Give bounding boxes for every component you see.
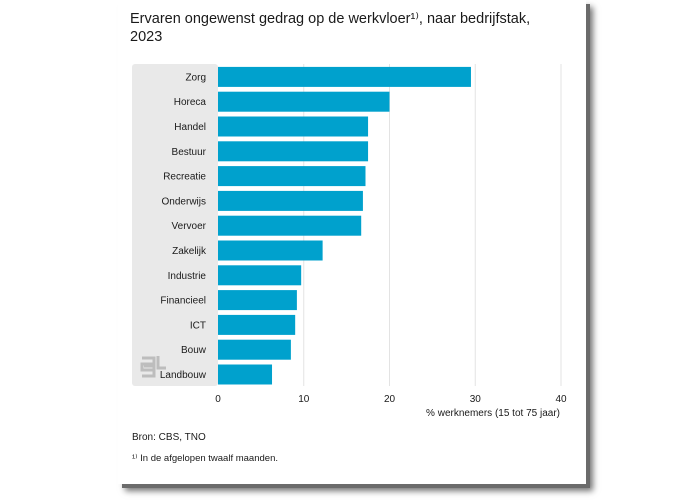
- category-label: Onderwijs: [162, 196, 206, 207]
- category-label: Bouw: [181, 345, 207, 356]
- category-label: Financieel: [160, 296, 206, 307]
- category-label: Vervoer: [172, 221, 207, 232]
- x-tick-label: 40: [555, 394, 567, 405]
- bar-handel: [218, 116, 369, 137]
- bar-ict: [218, 314, 296, 335]
- category-label: Recreatie: [163, 172, 206, 183]
- category-label: Horeca: [174, 97, 207, 108]
- bars: [218, 66, 471, 385]
- bar-zorg: [218, 66, 471, 87]
- chart-title: Ervaren ongewenst gedrag op de werkvloer…: [130, 11, 531, 45]
- bar-bouw: [218, 339, 291, 360]
- bar-bestuur: [218, 141, 369, 162]
- bar-zakelijk: [218, 240, 323, 261]
- bar-landbouw: [218, 364, 273, 385]
- x-tick-label: 0: [215, 394, 221, 405]
- bar-horeca: [218, 91, 390, 112]
- x-tick-label: 30: [470, 394, 482, 405]
- bar-industrie: [218, 265, 302, 286]
- chart-card: Ervaren ongewenst gedrag op de werkvloer…: [118, 0, 586, 484]
- label-panel: [132, 64, 218, 386]
- category-label: Zorg: [185, 72, 206, 83]
- bar-chart: Zorg Horeca Handel Bestuur Recreatie Onderwij…: [132, 64, 567, 419]
- bar-financieel: [218, 290, 297, 311]
- bar-recreatie: [218, 166, 366, 187]
- category-label: Zakelijk: [172, 246, 207, 257]
- cbs-logo-icon: [140, 356, 166, 378]
- x-tick-label: 10: [298, 394, 310, 405]
- category-labels: Zorg Horeca Handel Bestuur Recreatie Onderwij…: [160, 72, 207, 381]
- category-label: Handel: [174, 122, 206, 133]
- x-axis-label: % werknemers (15 tot 75 jaar): [426, 408, 560, 419]
- source-note: Bron: CBS, TNO: [132, 432, 206, 443]
- x-tick-labels: 0 10 20 30 40: [215, 394, 567, 405]
- footnote: ¹⁾ In de afgelopen twaalf maanden.: [132, 453, 278, 464]
- category-label: Industrie: [168, 271, 207, 282]
- x-tick-label: 20: [384, 394, 396, 405]
- category-label: Bestuur: [172, 147, 207, 158]
- category-label: ICT: [190, 320, 206, 331]
- category-label: Landbouw: [160, 370, 207, 381]
- bar-vervoer: [218, 215, 362, 236]
- bar-onderwijs: [218, 190, 363, 211]
